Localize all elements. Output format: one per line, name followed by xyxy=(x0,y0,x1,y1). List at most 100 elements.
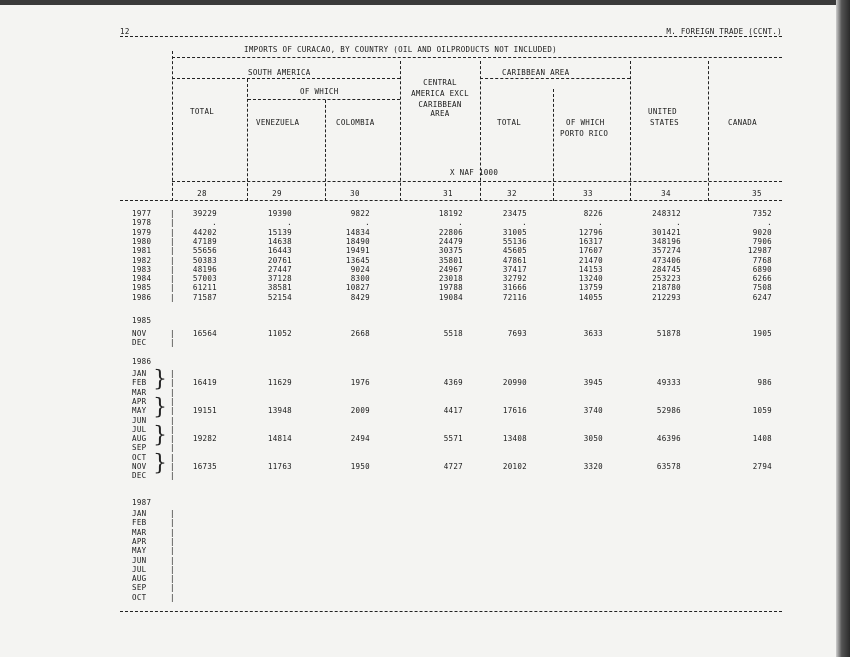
header-of-which: OF WHICH xyxy=(300,87,339,96)
cell-value: 16317 xyxy=(578,236,603,246)
row-label: MAY xyxy=(132,406,147,416)
cell-value: . xyxy=(287,218,292,228)
cell-value: 248312 xyxy=(652,209,681,218)
row-rule: | xyxy=(170,555,175,565)
cell-value: . xyxy=(458,218,463,228)
cell-value: 4727 xyxy=(443,462,463,471)
column-number: 32 xyxy=(507,189,517,198)
row-label: OCT xyxy=(132,592,147,602)
column-rule xyxy=(480,61,481,201)
cell-value: . xyxy=(676,218,681,228)
cell-value: 19282 xyxy=(192,434,217,444)
cell-value: 9020 xyxy=(752,227,772,237)
cell-value: 12987 xyxy=(747,246,772,256)
cell-value: 19491 xyxy=(345,246,370,256)
cell-value: 14814 xyxy=(267,434,292,444)
cell-value: 8226 xyxy=(583,209,603,218)
row-label: APR xyxy=(132,536,147,546)
cell-value: 3050 xyxy=(583,434,603,444)
unit-label: X NAF 1000 xyxy=(450,168,499,177)
cell-value: . xyxy=(365,218,370,228)
row-rule: | xyxy=(170,443,175,453)
row-label: JAN xyxy=(132,509,147,518)
cell-value: 23018 xyxy=(438,274,463,284)
header-central-2: AMERICA EXCL xyxy=(411,89,469,98)
row-label: SEP xyxy=(132,443,147,453)
row-label: 1977 xyxy=(132,209,152,218)
cell-value: 13408 xyxy=(502,434,527,444)
cell-value: 47861 xyxy=(502,255,527,265)
cell-value: 4369 xyxy=(443,378,463,388)
row-label: 1986 xyxy=(132,292,152,302)
column-number: 35 xyxy=(752,189,762,198)
cell-value: 19151 xyxy=(192,406,217,416)
cell-value: 11629 xyxy=(267,378,292,388)
cell-value: 52154 xyxy=(267,292,292,302)
cell-value: 52986 xyxy=(656,406,681,416)
cell-value: 218780 xyxy=(652,283,681,293)
cell-value: 16419 xyxy=(192,378,217,388)
row-label: NOV xyxy=(132,329,147,338)
cell-value: 20102 xyxy=(502,462,527,471)
cell-value: 30375 xyxy=(438,246,463,256)
row-label: FEB xyxy=(132,378,147,388)
row-rule: | xyxy=(170,378,175,388)
cell-value: 986 xyxy=(757,378,772,388)
brace-icon: } xyxy=(153,423,167,449)
row-label: MAR xyxy=(132,387,147,397)
row-rule: | xyxy=(170,396,175,406)
row-label: 1983 xyxy=(132,264,152,274)
column-rule xyxy=(708,61,709,201)
brace-icon: } xyxy=(153,367,167,393)
row-rule: | xyxy=(170,255,175,265)
cell-value: 6247 xyxy=(752,292,772,302)
column-number: 34 xyxy=(661,189,671,198)
row-label: MAR xyxy=(132,527,147,537)
header-central-3: CARIBBEAN xyxy=(418,100,462,109)
header-total: TOTAL xyxy=(190,107,215,116)
cell-value: 1950 xyxy=(350,462,370,471)
running-head: M. FOREIGN TRADE (CCNT.) xyxy=(666,27,782,36)
row-rule: | xyxy=(170,527,175,537)
row-rule: | xyxy=(170,227,175,237)
row-rule: | xyxy=(170,564,175,574)
row-label: JUN xyxy=(132,555,147,565)
cell-value: 14153 xyxy=(578,264,603,274)
cell-value: 16735 xyxy=(192,462,217,471)
row-rule: | xyxy=(170,592,175,602)
cell-value: 38581 xyxy=(267,283,292,293)
cell-value: 2668 xyxy=(350,329,370,338)
cell-value: 284745 xyxy=(652,264,681,274)
cell-value: 19084 xyxy=(438,292,463,302)
row-rule: | xyxy=(170,546,175,556)
row-rule: | xyxy=(170,424,175,434)
cell-value: 1408 xyxy=(752,434,772,444)
cell-value: 7508 xyxy=(752,283,772,293)
row-label: 1981 xyxy=(132,246,152,256)
column-number: 30 xyxy=(350,189,360,198)
row-rule: | xyxy=(170,387,175,397)
row-rule: | xyxy=(170,471,175,481)
cell-value: 61211 xyxy=(192,283,217,293)
row-rule: | xyxy=(170,415,175,425)
divider xyxy=(480,78,630,79)
cell-value: 2494 xyxy=(350,434,370,444)
cell-value: 55136 xyxy=(502,236,527,246)
cell-value: 21470 xyxy=(578,255,603,265)
cell-value: 253223 xyxy=(652,274,681,284)
cell-value: 19390 xyxy=(267,209,292,218)
cell-value: 212293 xyxy=(652,292,681,302)
cell-value: 14055 xyxy=(578,292,603,302)
cell-value: 1976 xyxy=(350,378,370,388)
cell-value: 46396 xyxy=(656,434,681,444)
row-rule: | xyxy=(170,329,175,338)
row-rule: | xyxy=(170,434,175,444)
divider xyxy=(120,611,782,612)
header-venezuela: VENEZUELA xyxy=(256,118,300,127)
cell-value: 71587 xyxy=(192,292,217,302)
column-number: 28 xyxy=(197,189,207,198)
header-south-america: SOUTH AMERICA xyxy=(248,68,311,77)
row-rule: | xyxy=(170,462,175,471)
row-rule: | xyxy=(170,264,175,274)
cell-value: 48196 xyxy=(192,264,217,274)
